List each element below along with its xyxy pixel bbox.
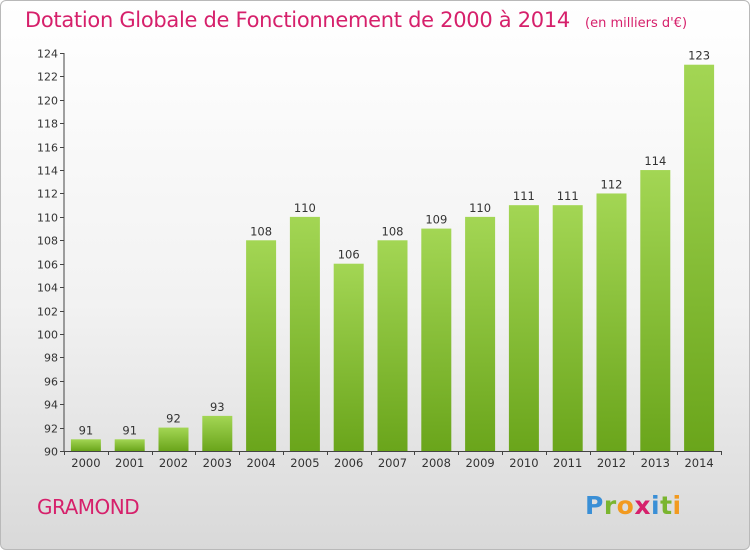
y-tick-label: 102 [37, 306, 58, 319]
y-tick-label: 112 [37, 188, 58, 201]
bar [465, 216, 496, 451]
bar [508, 205, 539, 451]
x-tick-label: 2003 [203, 456, 232, 470]
bar-value-label: 91 [79, 423, 94, 437]
logo-letter: i [651, 491, 661, 520]
chart-title: Dotation Globale de Fonctionnement de 20… [25, 8, 570, 32]
x-tick-label: 2011 [553, 456, 582, 470]
bar-value-label: 111 [557, 189, 579, 203]
bar-value-label: 109 [425, 213, 447, 227]
bar-value-label: 112 [601, 177, 623, 191]
logo-letter: P [585, 491, 604, 520]
x-tick-label: 2009 [465, 456, 494, 470]
y-tick-label: 94 [44, 399, 58, 412]
y-tick-label: 116 [37, 142, 58, 155]
x-axis: 2000 2001 2002 2003 2004 2005 2006 2007 2008 2009… [64, 451, 722, 470]
bar-value-label: 108 [382, 224, 404, 238]
y-tick-label: 98 [44, 352, 58, 365]
y-tick-label: 90 [44, 446, 58, 459]
x-tick-label: 2010 [509, 456, 538, 470]
bar [552, 205, 583, 451]
bar [158, 427, 189, 451]
bar [377, 240, 408, 451]
x-tick-label: 2005 [290, 456, 319, 470]
bars: 91 91 92 93 108 110 106 108 109 110 111 111 112 114 12… [70, 49, 715, 452]
bar-value-label: 106 [338, 248, 360, 262]
x-tick-label: 2007 [378, 456, 407, 470]
x-tick-label: 2001 [115, 456, 144, 470]
bar [114, 439, 145, 451]
bar-value-label: 108 [250, 224, 272, 238]
logo-letter: r [603, 491, 617, 520]
bar-value-label: 110 [469, 201, 491, 215]
y-tick-label: 124 [37, 48, 58, 61]
x-tick-label: 2014 [684, 456, 713, 470]
y-tick-label: 92 [44, 423, 58, 436]
proxiti-logo: Proxiti [585, 491, 682, 520]
bar-value-label: 123 [688, 49, 710, 63]
y-tick-label: 108 [37, 235, 58, 248]
y-tick-label: 114 [37, 165, 58, 178]
x-tick-label: 2002 [159, 456, 188, 470]
y-tick-label: 118 [37, 118, 58, 131]
logo-letter: o [616, 491, 635, 520]
commune-name: GRAMOND [37, 495, 140, 519]
y-tick-label: 96 [44, 376, 58, 389]
bar [684, 64, 715, 452]
bar-value-label: 111 [513, 189, 535, 203]
bar-value-label: 91 [122, 423, 137, 437]
y-tick-label: 120 [37, 95, 58, 108]
bar [333, 263, 364, 451]
bar [640, 170, 671, 451]
bar [421, 228, 452, 451]
x-tick-label: 2004 [246, 456, 275, 470]
bar-value-label: 110 [294, 201, 316, 215]
x-tick-label: 2000 [71, 456, 100, 470]
bar [596, 193, 627, 451]
logo-letter: i [672, 491, 682, 520]
chart-unit: (en milliers d'€) [585, 16, 688, 31]
bar [289, 216, 320, 451]
bar [202, 415, 233, 451]
x-tick-label: 2013 [641, 456, 670, 470]
x-tick-label: 2006 [334, 456, 363, 470]
y-tick-label: 110 [37, 212, 58, 225]
logo-letter: x [634, 491, 651, 520]
y-tick-label: 106 [37, 259, 58, 272]
y-tick-label: 122 [37, 71, 58, 84]
bar [246, 240, 277, 451]
bar-value-label: 92 [166, 412, 181, 426]
y-tick-label: 100 [37, 329, 58, 342]
y-axis: 90 92 94 96 98 100 102 104 106 108 110 112 114 116 118… [37, 48, 65, 459]
bar [70, 439, 101, 451]
bar-value-label: 114 [644, 154, 666, 168]
x-tick-label: 2008 [422, 456, 451, 470]
logo-letter: t [660, 491, 673, 520]
x-tick-label: 2012 [597, 456, 626, 470]
bar-value-label: 93 [210, 400, 225, 414]
y-tick-label: 104 [37, 282, 58, 295]
title-row: Dotation Globale de Fonctionnement de 20… [25, 8, 687, 32]
